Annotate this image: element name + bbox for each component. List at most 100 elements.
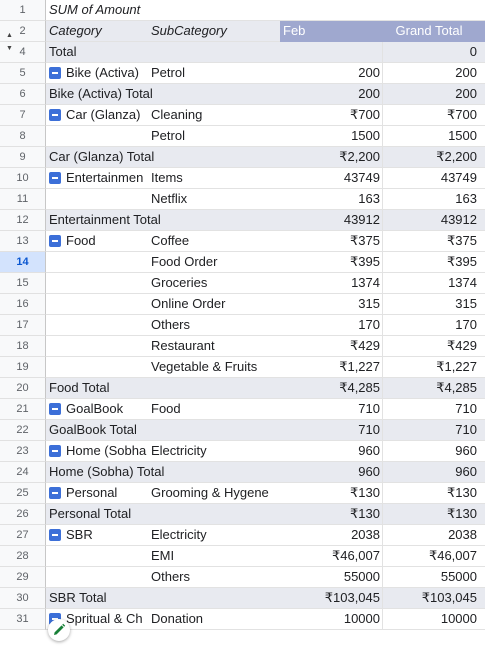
collapse-group-icon[interactable] [49, 235, 61, 247]
category-header[interactable]: Category [49, 23, 102, 38]
row-number[interactable]: 14 [0, 252, 46, 273]
grand-total-cell[interactable]: 200 [455, 86, 477, 101]
grand-total-cell[interactable]: 710 [455, 401, 477, 416]
grand-total-cell[interactable]: 170 [455, 317, 477, 332]
feb-value-cell[interactable]: 315 [358, 296, 380, 311]
subcategory-cell[interactable]: Petrol [151, 128, 185, 143]
row-number[interactable]: 13 [0, 231, 46, 252]
row-number[interactable]: 1 [0, 0, 46, 21]
row-number[interactable]: 29 [0, 567, 46, 588]
feb-value-cell[interactable]: ₹395 [350, 254, 380, 269]
row-number[interactable]: 30 [0, 588, 46, 609]
category-cell[interactable]: Food [49, 231, 147, 251]
subcategory-cell[interactable]: Others [151, 569, 191, 584]
grand-total-cell[interactable]: ₹130 [447, 506, 477, 521]
feb-value-cell[interactable]: ₹130 [350, 485, 380, 500]
feb-value-cell[interactable]: 2038 [351, 527, 380, 542]
grand-total-cell[interactable]: 1374 [448, 275, 477, 290]
feb-column-header[interactable]: Feb [283, 23, 306, 38]
feb-value-cell[interactable]: 710 [358, 422, 380, 437]
subcategory-cell[interactable]: Others [151, 317, 191, 332]
feb-value-cell[interactable]: 960 [358, 443, 380, 458]
feb-value-cell[interactable]: 710 [358, 401, 380, 416]
feb-value-cell[interactable]: 1374 [351, 275, 380, 290]
expand-rows-icon[interactable]: ▼ [6, 45, 13, 52]
subcategory-cell[interactable]: Cleaning [151, 107, 203, 122]
collapse-group-icon[interactable] [49, 487, 61, 499]
feb-value-cell[interactable]: 10000 [343, 611, 380, 626]
category-cell[interactable] [49, 126, 147, 146]
subcategory-cell[interactable]: Online Order [151, 296, 226, 311]
grand-total-cell[interactable]: ₹46,007 [428, 548, 477, 563]
subcategory-cell[interactable]: Food [151, 401, 181, 416]
grand-total-cell[interactable]: 43912 [440, 212, 477, 227]
grand-total-cell[interactable]: 163 [455, 191, 477, 206]
row-number[interactable]: 20 [0, 378, 46, 399]
grand-total-cell[interactable]: ₹375 [447, 233, 477, 248]
feb-value-cell[interactable] [280, 42, 380, 62]
feb-value-cell[interactable]: ₹46,007 [331, 548, 380, 563]
grand-total-cell[interactable]: ₹429 [447, 338, 477, 353]
subcategory-cell[interactable]: Restaurant [151, 338, 215, 353]
feb-value-cell[interactable]: 170 [358, 317, 380, 332]
collapse-group-icon[interactable] [49, 529, 61, 541]
row-number[interactable]: 26 [0, 504, 46, 525]
grand-total-cell[interactable]: 43749 [440, 170, 477, 185]
grand-total-cell[interactable]: ₹700 [447, 107, 477, 122]
grand-total-cell[interactable]: 710 [455, 422, 477, 437]
row-number[interactable]: 7 [0, 105, 46, 126]
category-cell[interactable]: Home (Sobha [49, 441, 147, 461]
grand-total-cell[interactable]: ₹103,045 [421, 590, 477, 605]
grand-total-cell[interactable]: ₹2,200 [436, 149, 477, 164]
row-number[interactable]: 21 [0, 399, 46, 420]
category-cell[interactable]: Entertainment Total [49, 210, 279, 230]
category-cell[interactable] [49, 336, 147, 356]
feb-value-cell[interactable]: ₹2,200 [339, 149, 380, 164]
grand-total-cell[interactable]: ₹1,227 [436, 359, 477, 374]
category-cell[interactable] [49, 357, 147, 377]
grand-total-cell[interactable]: 2038 [448, 527, 477, 542]
category-cell[interactable]: GoalBook Total [49, 420, 279, 440]
row-number[interactable]: 25 [0, 483, 46, 504]
category-cell[interactable] [49, 315, 147, 335]
feb-value-cell[interactable]: 163 [358, 191, 380, 206]
row-number[interactable]: 15 [0, 273, 46, 294]
collapse-group-icon[interactable] [49, 445, 61, 457]
feb-value-cell[interactable]: 1500 [351, 128, 380, 143]
feb-value-cell[interactable]: ₹375 [350, 233, 380, 248]
row-number[interactable]: 27 [0, 525, 46, 546]
category-cell[interactable]: Bike (Activa) Total [49, 84, 279, 104]
collapse-group-icon[interactable] [49, 403, 61, 415]
row-number[interactable]: 10 [0, 168, 46, 189]
grand-total-cell[interactable]: 960 [455, 443, 477, 458]
category-cell[interactable]: Personal [49, 483, 147, 503]
row-number[interactable]: 22 [0, 420, 46, 441]
row-number[interactable]: 18 [0, 336, 46, 357]
pivot-values-label[interactable]: SUM of Amount [49, 2, 141, 17]
category-cell[interactable] [49, 273, 147, 293]
grand-total-cell[interactable]: ₹130 [447, 485, 477, 500]
feb-value-cell[interactable]: 200 [358, 86, 380, 101]
collapse-group-icon[interactable] [49, 67, 61, 79]
subcategory-cell[interactable]: Grooming & Hygene [151, 485, 269, 500]
row-number[interactable]: 8 [0, 126, 46, 147]
feb-value-cell[interactable]: 43912 [343, 212, 380, 227]
subcategory-cell[interactable]: Netflix [151, 191, 188, 206]
row-number[interactable]: 23 [0, 441, 46, 462]
row-number[interactable]: 5 [0, 63, 46, 84]
feb-value-cell[interactable]: 55000 [343, 569, 380, 584]
feb-value-cell[interactable]: ₹130 [350, 506, 380, 521]
category-cell[interactable]: SBR Total [49, 588, 279, 608]
grand-total-cell[interactable]: 55000 [440, 569, 477, 584]
row-number[interactable]: 6 [0, 84, 46, 105]
grand-total-cell[interactable]: ₹4,285 [436, 380, 477, 395]
row-number[interactable]: 12 [0, 210, 46, 231]
grand-total-cell[interactable]: ₹395 [447, 254, 477, 269]
category-cell[interactable] [49, 189, 147, 209]
subcategory-cell[interactable]: Vegetable & Fruits [151, 359, 258, 374]
subcategory-cell[interactable]: Food Order [151, 254, 218, 269]
collapse-rows-icon[interactable]: ▲ [6, 32, 13, 39]
row-number[interactable]: 16 [0, 294, 46, 315]
grand-total-cell[interactable]: 1500 [448, 128, 477, 143]
feb-value-cell[interactable]: 960 [358, 464, 380, 479]
